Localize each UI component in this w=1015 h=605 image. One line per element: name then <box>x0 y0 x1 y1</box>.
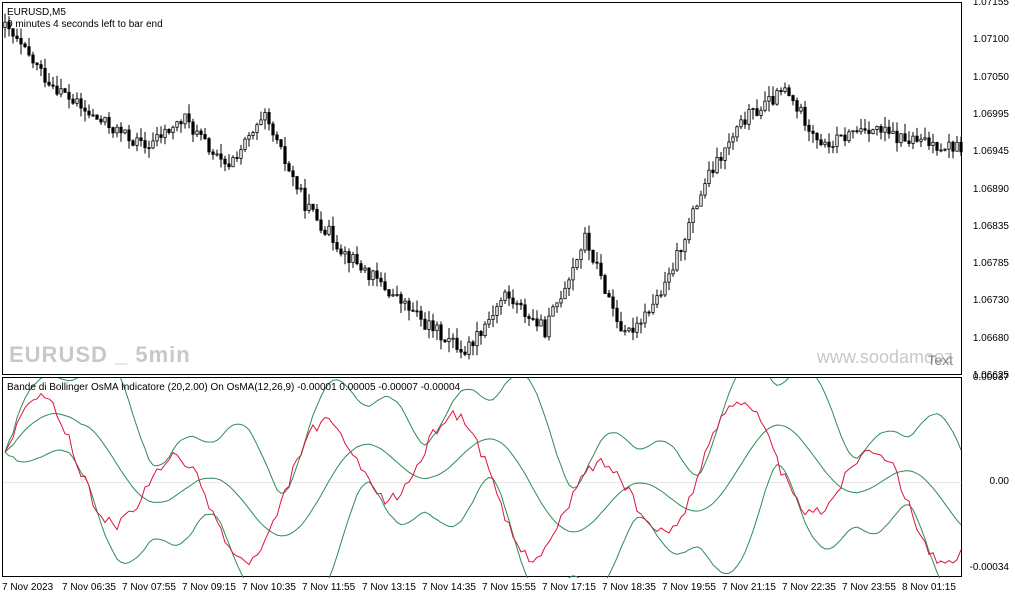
x-axis-label: 7 Nov 19:55 <box>662 582 716 593</box>
x-axis-label: 7 Nov 23:55 <box>842 582 896 593</box>
y-axis-label: 1.07155 <box>973 0 1009 8</box>
y-axis-label: 1.06730 <box>973 295 1009 306</box>
y-axis-label: 1.06835 <box>973 221 1009 232</box>
x-axis-label: 7 Nov 13:15 <box>362 582 416 593</box>
indicator-canvas <box>3 378 963 578</box>
x-axis-label: 7 Nov 14:35 <box>422 582 476 593</box>
time-x-axis: 7 Nov 2023 7 Nov 06:35 7 Nov 07:55 7 Nov 09… <box>2 579 962 603</box>
indicator-y-label: 0.00037 <box>973 372 1009 383</box>
candlestick-canvas <box>3 3 963 376</box>
y-axis-label: 1.06890 <box>973 184 1009 195</box>
main-y-axis: 1.07155 1.07100 1.07050 1.06995 1.06945 1.068… <box>962 2 1013 375</box>
x-axis-label: 7 Nov 09:15 <box>182 582 236 593</box>
watermark-text: Text <box>927 352 953 368</box>
y-axis-label: 1.06945 <box>973 146 1009 157</box>
x-axis-label: 7 Nov 10:35 <box>242 582 296 593</box>
y-axis-label: 1.07100 <box>973 34 1009 45</box>
y-axis-label: 1.06995 <box>973 109 1009 120</box>
x-axis-label: 7 Nov 15:55 <box>482 582 536 593</box>
indicator-y-label: -0.00034 <box>970 562 1009 573</box>
indicator-y-label: 0.00 <box>990 476 1009 487</box>
x-axis-label: 7 Nov 22:35 <box>782 582 836 593</box>
x-axis-label: 7 Nov 06:35 <box>62 582 116 593</box>
x-axis-label: 8 Nov 01:15 <box>902 582 956 593</box>
watermark-symbol: EURUSD _ 5min <box>9 342 191 368</box>
x-axis-label: 7 Nov 11:55 <box>302 582 355 593</box>
y-axis-label: 1.06680 <box>973 333 1009 344</box>
x-axis-label: 7 Nov 2023 <box>2 582 53 593</box>
chart-symbol-label: EURUSD,M5 <box>7 7 66 18</box>
x-axis-label: 7 Nov 21:15 <box>722 582 776 593</box>
main-price-chart[interactable]: EURUSD,M5 0 minutes 4 seconds left to ba… <box>2 2 962 375</box>
indicator-title-label: Bande di Bollinger OsMA Indicatore (20,2… <box>7 382 460 393</box>
x-axis-label: 7 Nov 18:35 <box>602 582 656 593</box>
y-axis-label: 1.07050 <box>973 72 1009 83</box>
x-axis-label: 7 Nov 17:15 <box>542 582 596 593</box>
indicator-chart[interactable]: Bande di Bollinger OsMA Indicatore (20,2… <box>2 377 962 577</box>
y-axis-label: 1.06785 <box>973 258 1009 269</box>
x-axis-label: 7 Nov 07:55 <box>122 582 176 593</box>
indicator-y-axis: 0.000370.00-0.00034 <box>962 377 1013 577</box>
chart-countdown-label: 0 minutes 4 seconds left to bar end <box>7 19 163 30</box>
